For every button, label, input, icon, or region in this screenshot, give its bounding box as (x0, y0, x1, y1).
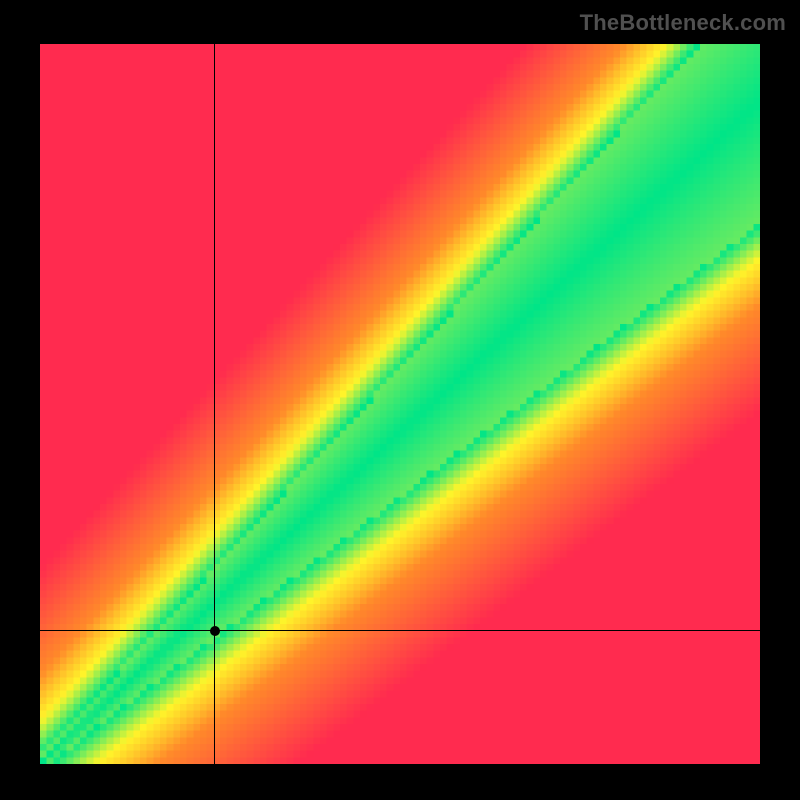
crosshair-dot (210, 626, 220, 636)
crosshair-horizontal (40, 630, 760, 631)
heatmap-canvas (40, 44, 760, 764)
crosshair-vertical (214, 44, 215, 764)
plot-frame (0, 0, 800, 800)
watermark: TheBottleneck.com (580, 10, 786, 36)
heatmap-canvas-wrap (40, 44, 760, 764)
